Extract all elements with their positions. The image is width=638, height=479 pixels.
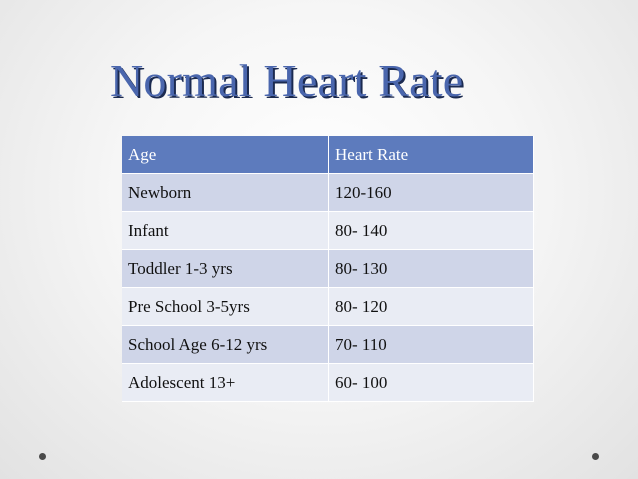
table-row: Toddler 1-3 yrs 80- 130 xyxy=(122,249,534,288)
table-row: Pre School 3-5yrs 80- 120 xyxy=(122,287,534,326)
heart-rate-cell: 80- 120 xyxy=(328,287,534,326)
heart-rate-cell: 70- 110 xyxy=(328,325,534,364)
table-row: Infant 80- 140 xyxy=(122,211,534,250)
age-cell: School Age 6-12 yrs xyxy=(122,325,329,364)
heart-rate-cell: 80- 140 xyxy=(328,211,534,250)
slide-title: Normal Heart Rate xyxy=(110,55,464,106)
decorative-dot-right xyxy=(592,453,599,460)
heart-rate-cell: 80- 130 xyxy=(328,249,534,288)
age-cell: Newborn xyxy=(122,173,329,212)
column-header-age: Age xyxy=(122,136,329,174)
age-cell: Infant xyxy=(122,211,329,250)
heart-rate-cell: 120-160 xyxy=(328,173,534,212)
table-row: Newborn 120-160 xyxy=(122,173,534,212)
column-header-heart-rate: Heart Rate xyxy=(328,136,534,174)
table-header-row: Age Heart Rate xyxy=(122,136,534,174)
heart-rate-cell: 60- 100 xyxy=(328,363,534,402)
table-row: Adolescent 13+ 60- 100 xyxy=(122,363,534,402)
age-cell: Toddler 1-3 yrs xyxy=(122,249,329,288)
heart-rate-table: Age Heart Rate Newborn 120-160 Infant 80… xyxy=(122,136,534,402)
age-cell: Adolescent 13+ xyxy=(122,363,329,402)
decorative-dot-left xyxy=(39,453,46,460)
table-row: School Age 6-12 yrs 70- 110 xyxy=(122,325,534,364)
age-cell: Pre School 3-5yrs xyxy=(122,287,329,326)
